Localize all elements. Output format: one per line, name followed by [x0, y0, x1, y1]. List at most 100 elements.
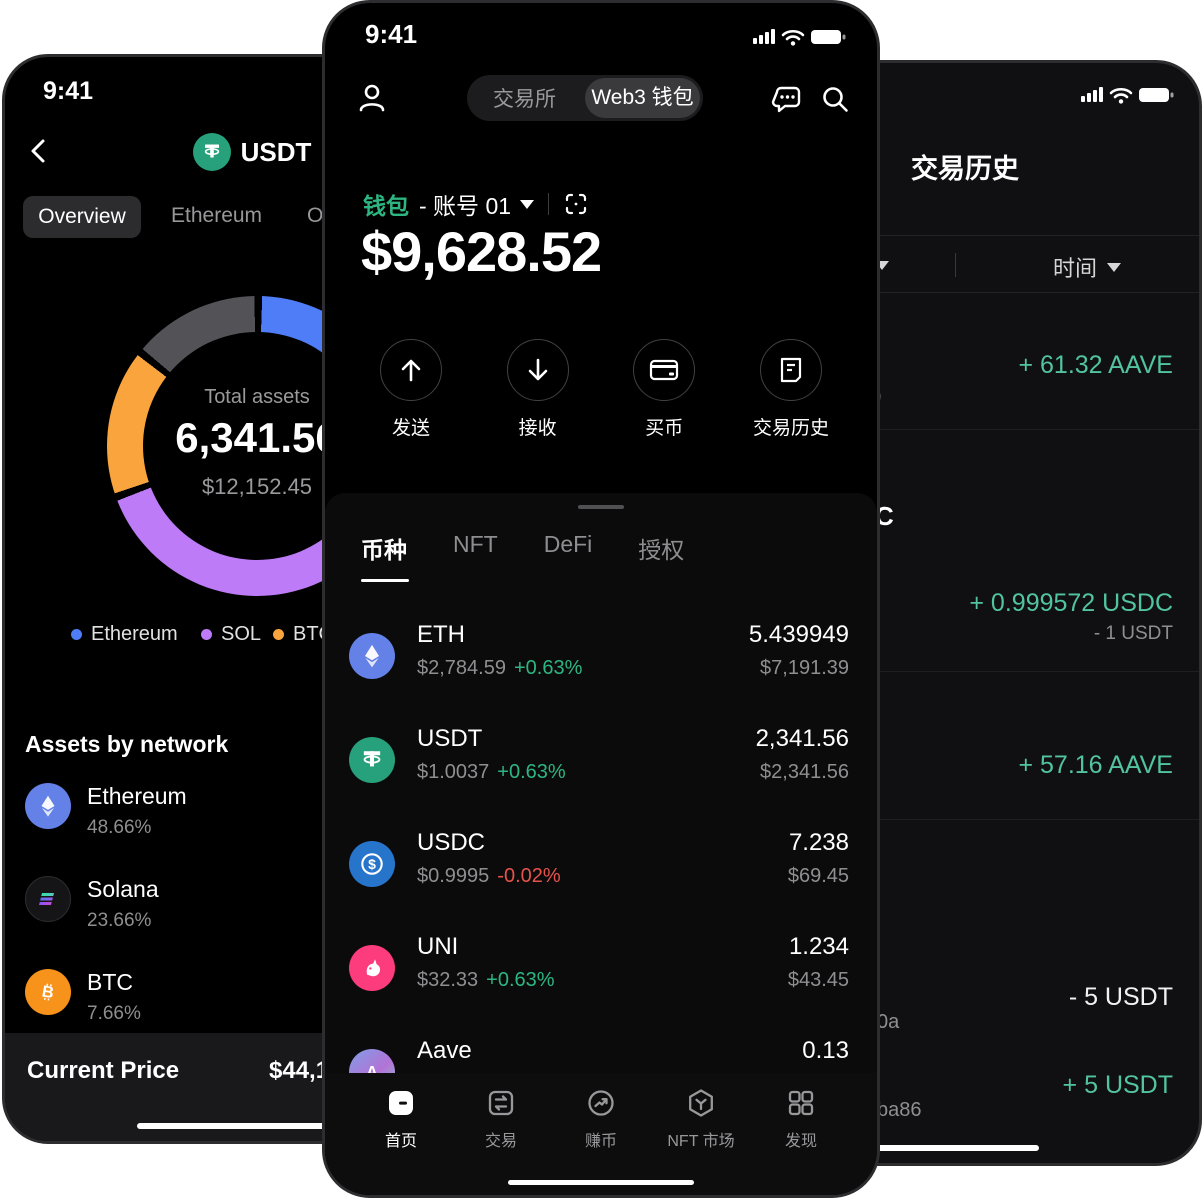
wallet-account-row[interactable]: 钱包 - 账号 01	[363, 187, 589, 221]
arrow-down-icon	[524, 356, 552, 384]
nav-nft-market[interactable]: NFT 市场	[651, 1087, 751, 1195]
network-pct: 48.66%	[87, 817, 152, 838]
wifi-dot	[790, 41, 796, 46]
chevron-down-icon	[520, 199, 535, 209]
address-fragment: ba86	[877, 1099, 922, 1121]
home-indicator[interactable]	[508, 1180, 694, 1185]
nav-discover[interactable]: 发现	[751, 1087, 851, 1195]
chart-center-value: 6,341.56	[175, 414, 339, 461]
txn-amount[interactable]: - 5 USDT	[1068, 983, 1173, 1011]
legend-dot-sol	[201, 629, 212, 640]
segment-exchange[interactable]: 交易所	[493, 88, 556, 111]
network-name: BTC	[87, 969, 133, 995]
tab-defi[interactable]: DeFi	[543, 531, 593, 557]
wifi-icon	[781, 29, 805, 41]
grid-icon	[751, 1087, 851, 1119]
txn-amount[interactable]: + 5 USDT	[1062, 1071, 1173, 1099]
token-amount: 1.234	[788, 933, 849, 960]
history-label: 交易历史	[752, 418, 829, 439]
network-list: Ethereum 48.66%	[5, 779, 499, 1058]
token-price: $32.33	[417, 969, 479, 991]
receipt-icon	[778, 356, 804, 384]
divider	[649, 819, 1199, 820]
tab-next[interactable]: O	[307, 204, 324, 227]
divider	[548, 193, 550, 215]
token-change: +0.63%	[486, 969, 555, 991]
legend-dot-ethereum	[71, 629, 82, 640]
nav-home[interactable]: 首页	[351, 1087, 451, 1195]
action-row: 发送 接收 买币 交易历史	[325, 339, 877, 440]
network-row-btc[interactable]: B BTC 7.66%	[5, 965, 499, 1058]
network-name: Ethereum	[87, 783, 187, 809]
tab-nft[interactable]: NFT	[453, 531, 498, 557]
network-row-ethereum[interactable]: Ethereum 48.66%	[5, 779, 499, 872]
total-balance: $9,628.52	[361, 220, 602, 283]
history-button[interactable]: 交易历史	[741, 339, 841, 440]
scan-icon[interactable]	[563, 191, 589, 217]
token-row-usdt[interactable]: USDT $1.0037 +0.63% 2,341.56 $2,341.56	[325, 709, 877, 813]
buy-crypto-button[interactable]: 买币	[614, 339, 714, 440]
tab-ethereum[interactable]: Ethereum	[171, 204, 263, 227]
status-icons	[1081, 83, 1175, 107]
tab-overview[interactable]: Overview	[23, 196, 141, 238]
txn-amount[interactable]: + 57.16 AAVE	[1018, 751, 1173, 779]
wifi-icon	[1109, 87, 1133, 99]
network-row-solana[interactable]: Solana 23.66%	[5, 872, 499, 965]
status-time: 9:41	[365, 19, 418, 49]
page-title-label: USDT	[240, 136, 312, 167]
txn-sub-amount: - 1 USDT	[1093, 623, 1173, 644]
time-filter[interactable]: 时间	[1053, 251, 1122, 283]
receive-button[interactable]: 接收	[488, 339, 588, 440]
nav-trade-label: 交易	[484, 1133, 517, 1150]
home-indicator[interactable]	[809, 1145, 1039, 1151]
filter-caret-fragment[interactable]	[875, 261, 889, 270]
middle-phone: 9:41 交易所 Web3 钱包	[322, 0, 880, 1198]
send-label: 发送	[391, 418, 430, 439]
token-row-uni[interactable]: UNI $32.33 +0.63% 1.234 $43.45	[325, 917, 877, 1021]
nav-trade[interactable]: 交易	[451, 1087, 551, 1195]
header: 交易所 Web3 钱包	[325, 73, 877, 123]
chat-icon[interactable]	[771, 83, 803, 115]
chart-legend: Ethereum SOL BTC	[5, 623, 499, 649]
cellular-icon	[753, 29, 775, 44]
nft-hexagon-icon	[651, 1087, 751, 1119]
account-label: - 账号 01	[419, 193, 512, 219]
back-button[interactable]	[27, 137, 51, 165]
token-change: +0.63%	[513, 657, 583, 679]
home-indicator[interactable]	[137, 1123, 367, 1129]
tab-approvals[interactable]: 授权	[638, 537, 685, 563]
chart-title: Total assets	[204, 386, 310, 408]
search-icon[interactable]	[819, 83, 851, 115]
token-amount: 0.13	[802, 1037, 849, 1064]
svg-text:$: $	[368, 856, 376, 872]
nav-discover-label: 发现	[784, 1133, 817, 1150]
svg-text:B: B	[41, 983, 56, 1003]
drag-handle[interactable]	[578, 505, 624, 509]
status-icons	[753, 25, 847, 49]
txn-amount[interactable]: + 61.32 AAVE	[1018, 351, 1173, 379]
token-amount: 5.439949	[748, 621, 849, 648]
eth-icon	[349, 633, 395, 679]
cellular-icon	[1081, 87, 1103, 102]
token-row-usdc[interactable]: $ USDC $0.9995 -0.02% 7.238 $69.45	[325, 813, 877, 917]
nav-earn[interactable]: 赚币	[551, 1087, 651, 1195]
time-filter-label: 时间	[1053, 256, 1098, 281]
send-button[interactable]: 发送	[361, 339, 461, 440]
divider	[649, 429, 1199, 430]
chart-center-fiat: $12,152.45	[201, 474, 313, 499]
txn-amount[interactable]: + 0.999572 USDC	[969, 589, 1173, 617]
token-row-eth[interactable]: ETH $2,784.59 +0.63% 5.439949 $7,191.39	[325, 605, 877, 709]
usdc-icon: $	[349, 841, 395, 887]
tab-coins[interactable]: 币种	[361, 537, 407, 563]
profile-icon[interactable]	[355, 81, 389, 115]
address-fragment: 0a	[877, 1011, 900, 1033]
segment-web3-wallet[interactable]: Web3 钱包	[585, 78, 700, 118]
current-price-label: Current Price	[27, 1057, 180, 1084]
wallet-label: 钱包	[363, 193, 409, 219]
token-fiat: $69.45	[787, 865, 849, 887]
nav-nft-market-label: NFT 市场	[667, 1133, 735, 1150]
token-symbol: USDT	[417, 725, 483, 752]
token-price: $0.9995	[417, 865, 490, 887]
filter-divider	[955, 253, 956, 277]
